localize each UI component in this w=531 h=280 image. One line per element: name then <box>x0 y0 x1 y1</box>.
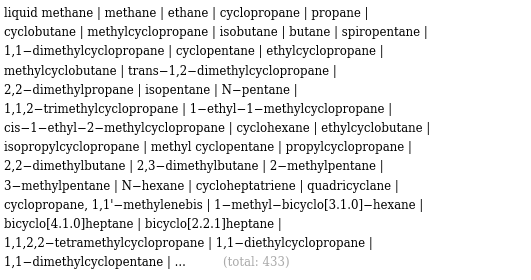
Text: 1,1−dimethylcyclopropane | cyclopentane | ethylcyclopropane |: 1,1−dimethylcyclopropane | cyclopentane … <box>4 45 384 58</box>
Text: 3−methylpentane | N−hexane | cycloheptatriene | quadricyclane |: 3−methylpentane | N−hexane | cycloheptat… <box>4 180 399 193</box>
Text: liquid methane | methane | ethane | cyclopropane | propane |: liquid methane | methane | ethane | cycl… <box>4 7 369 20</box>
Text: methylcyclobutane | trans−1,2−dimethylcyclopropane |: methylcyclobutane | trans−1,2−dimethylcy… <box>4 65 337 78</box>
Text: 1,1,2,2−tetramethylcyclopropane | 1,1−diethylcyclopropane |: 1,1,2,2−tetramethylcyclopropane | 1,1−di… <box>4 237 373 250</box>
Text: cyclopropane, 1,1'−methylenebis | 1−methyl−bicyclo[3.1.0]−hexane |: cyclopropane, 1,1'−methylenebis | 1−meth… <box>4 199 424 212</box>
Text: 2,2−dimethylpropane | isopentane | N−pentane |: 2,2−dimethylpropane | isopentane | N−pen… <box>4 84 298 97</box>
Text: 1,1−dimethylcyclopentane | ...: 1,1−dimethylcyclopentane | ... <box>4 256 186 269</box>
Text: cis−1−ethyl−2−methylcyclopropane | cyclohexane | ethylcyclobutane |: cis−1−ethyl−2−methylcyclopropane | cyclo… <box>4 122 431 135</box>
Text: cyclobutane | methylcyclopropane | isobutane | butane | spiropentane |: cyclobutane | methylcyclopropane | isobu… <box>4 26 428 39</box>
Text: bicyclo[4.1.0]heptane | bicyclo[2.2.1]heptane |: bicyclo[4.1.0]heptane | bicyclo[2.2.1]he… <box>4 218 282 231</box>
Text: 2,2−dimethylbutane | 2,3−dimethylbutane | 2−methylpentane |: 2,2−dimethylbutane | 2,3−dimethylbutane … <box>4 160 384 173</box>
Text: 1,1,2−trimethylcyclopropane | 1−ethyl−1−methylcyclopropane |: 1,1,2−trimethylcyclopropane | 1−ethyl−1−… <box>4 103 392 116</box>
Text: isopropylcyclopropane | methyl cyclopentane | propylcyclopropane |: isopropylcyclopropane | methyl cyclopent… <box>4 141 412 154</box>
Text: (total: 433): (total: 433) <box>223 256 289 269</box>
